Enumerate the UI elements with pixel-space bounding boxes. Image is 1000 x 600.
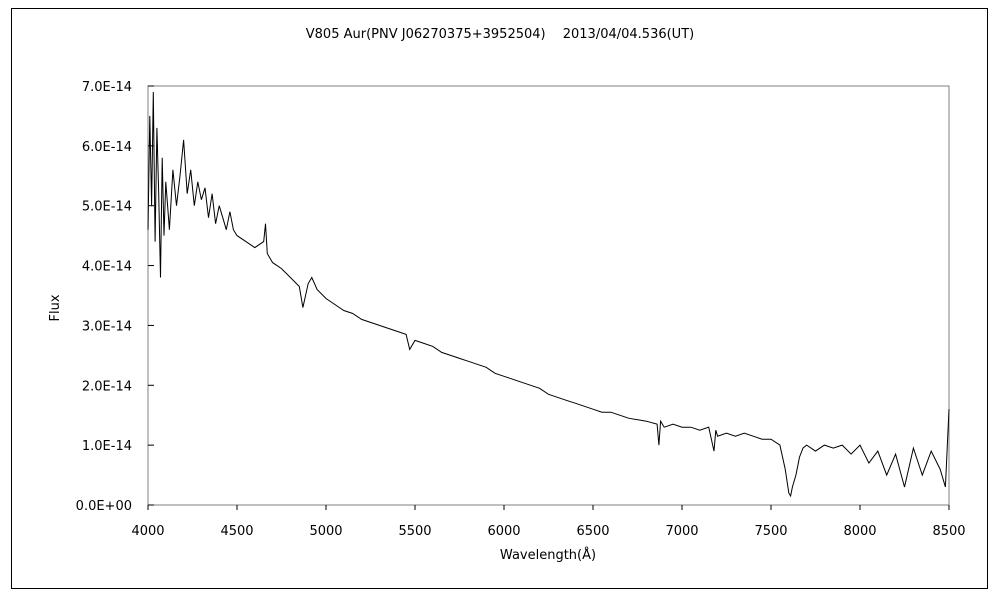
x-tick-label: 7500	[754, 524, 787, 539]
y-tick-label: 5.0E-14	[82, 200, 132, 215]
x-tick-label: 4500	[220, 524, 253, 539]
x-tick-label: 6500	[576, 524, 609, 539]
y-axis: 0.0E+00 1.0E-14 2.0E-14 3.0E-14 4.0E-14 5.0E-…	[76, 80, 154, 514]
x-tick-label: 4000	[131, 524, 164, 539]
y-axis-label: Flux	[48, 294, 63, 321]
y-tick-label: 2.0E-14	[82, 379, 132, 394]
x-tick-label: 8500	[932, 524, 965, 539]
x-axis-label: Wavelength(Å)	[500, 547, 596, 563]
y-tick-label: 7.0E-14	[82, 80, 132, 95]
y-tick-label: 1.0E-14	[82, 439, 132, 454]
x-tick-label: 6000	[487, 524, 520, 539]
x-axis: 4000 4500 5000 5500 6000 6500 7000 7500 8000 8500	[131, 505, 966, 539]
x-tick-label: 8000	[843, 524, 876, 539]
chart-title: V805 Aur(PNV J06270375+3952504) 2013/04/…	[306, 27, 694, 42]
series-layer	[147, 91, 950, 498]
y-tick-label: 4.0E-14	[82, 260, 132, 275]
y-tick-label: 6.0E-14	[82, 140, 132, 155]
spectrum-line	[147, 91, 950, 498]
x-tick-label: 5000	[309, 524, 342, 539]
x-tick-label: 7000	[665, 524, 698, 539]
x-tick-label: 5500	[398, 524, 431, 539]
y-tick-label: 3.0E-14	[82, 319, 132, 334]
y-tick-label: 0.0E+00	[76, 499, 132, 514]
plot-area	[147, 85, 950, 506]
